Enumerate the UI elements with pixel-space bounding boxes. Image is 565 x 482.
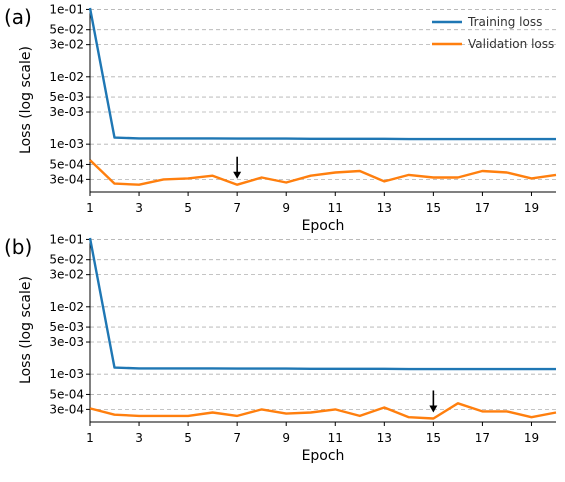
- y-axis-title: Loss (log scale): [18, 46, 34, 154]
- x-tick-label: 11: [328, 431, 343, 445]
- y-tick-label: 3e-03: [49, 335, 84, 349]
- legend-entry-label: Validation loss: [468, 37, 554, 51]
- panel-label: (b): [4, 235, 32, 259]
- x-tick-label: 17: [475, 431, 490, 445]
- x-tick-label: 3: [135, 431, 143, 445]
- x-tick-label: 19: [524, 431, 539, 445]
- y-tick-label: 3e-03: [49, 105, 84, 119]
- legend: Training loss Validation loss: [432, 15, 554, 51]
- x-axis-title: Epoch: [302, 218, 345, 234]
- arrow-annotation: [233, 156, 242, 179]
- x-tick-label: 7: [233, 431, 241, 445]
- x-tick-label: 17: [475, 201, 490, 215]
- x-tick-label: 3: [135, 201, 143, 215]
- y-axis-title: Loss (log scale): [18, 276, 34, 384]
- x-tick-label: 11: [328, 201, 343, 215]
- x-tick-label: 5: [184, 201, 192, 215]
- x-tick-label: 13: [377, 431, 392, 445]
- x-tick-label: 7: [233, 201, 241, 215]
- y-tick-label: 3e-04: [49, 402, 84, 416]
- y-tick-label: 1e-03: [49, 367, 84, 381]
- y-tick-label: 1e-01: [49, 2, 84, 16]
- arrow-annotation: [429, 390, 438, 413]
- y-tick-label: 1e-01: [49, 232, 84, 246]
- x-tick-label: 15: [426, 201, 441, 215]
- panel-label: (a): [4, 5, 32, 29]
- x-tick-label: 15: [426, 431, 441, 445]
- x-tick-label: 19: [524, 201, 539, 215]
- y-tick-label: 3e-02: [49, 38, 84, 52]
- y-tick-label: 5e-04: [49, 157, 84, 171]
- y-tick-label: 5e-04: [49, 387, 84, 401]
- y-tick-label: 1e-03: [49, 137, 84, 151]
- y-tick-label: 1e-02: [49, 300, 84, 314]
- y-tick-label: 1e-02: [49, 70, 84, 84]
- x-tick-label: 13: [377, 201, 392, 215]
- training-loss-line: [88, 237, 556, 371]
- arrow-head: [233, 171, 242, 179]
- x-axis-title: Epoch: [302, 448, 345, 464]
- x-tick-label: 9: [282, 431, 290, 445]
- x-tick-label: 1: [86, 201, 94, 215]
- validation-loss-line: [89, 159, 557, 186]
- x-tick-label: 5: [184, 431, 192, 445]
- y-tick-label: 3e-04: [49, 172, 84, 186]
- y-tick-label: 5e-02: [49, 253, 84, 267]
- arrow-head: [429, 405, 438, 413]
- training-loss-line: [88, 7, 556, 141]
- x-tick-label: 1: [86, 431, 94, 445]
- validation-loss-line: [89, 402, 557, 420]
- y-tick-label: 5e-03: [49, 320, 84, 334]
- y-tick-label: 3e-02: [49, 268, 84, 282]
- y-tick-label: 5e-03: [49, 90, 84, 104]
- legend-entry-label: Training loss: [467, 15, 542, 29]
- y-tick-label: 5e-02: [49, 23, 84, 37]
- x-tick-label: 9: [282, 201, 290, 215]
